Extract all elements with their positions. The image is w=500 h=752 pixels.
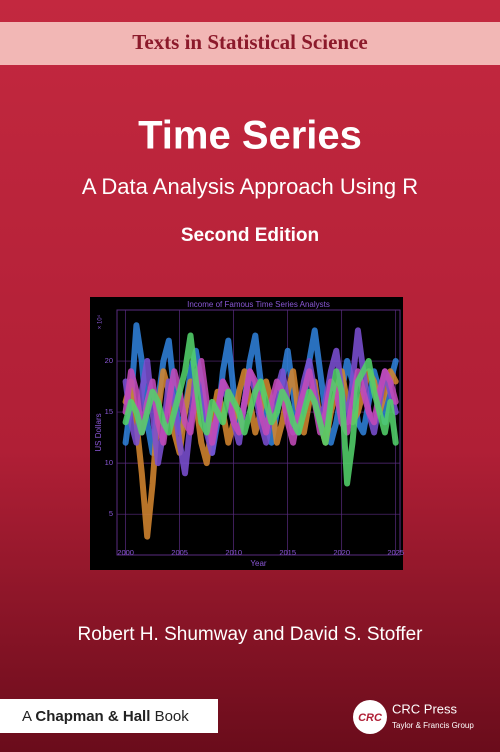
chart: Income of Famous Time Series Analysts Yea… bbox=[94, 300, 404, 568]
y-tick-label: 5 bbox=[109, 509, 113, 518]
series-line bbox=[122, 358, 399, 446]
imprint: A Chapman & Hall Book bbox=[22, 708, 189, 725]
publisher-logo-text: CRC bbox=[358, 712, 383, 724]
chart-title: Income of Famous Time Series Analysts bbox=[187, 300, 330, 309]
series-band bbox=[0, 22, 500, 65]
edition: Second Edition bbox=[181, 225, 319, 246]
imprint-box bbox=[0, 699, 218, 733]
title: Time Series bbox=[138, 114, 362, 158]
publisher-group: Taylor & Francis Group bbox=[392, 721, 474, 730]
publisher-logo bbox=[353, 700, 387, 734]
subtitle: A Data Analysis Approach Using R bbox=[82, 174, 418, 199]
y-multiplier: × 10⁴ bbox=[97, 314, 104, 329]
imprint-name: Chapman & Hall bbox=[35, 708, 150, 725]
y-tick-label: 10 bbox=[105, 458, 113, 467]
x-tick-label: 2010 bbox=[225, 548, 242, 557]
x-tick-label: 2015 bbox=[279, 548, 296, 557]
plot-frame bbox=[116, 309, 401, 556]
x-tick-label: 2025 bbox=[387, 548, 404, 557]
x-axis-label: Year bbox=[250, 559, 267, 568]
series-label: Texts in Statistical Science bbox=[132, 30, 367, 54]
x-tick-label: 2020 bbox=[333, 548, 350, 557]
x-tick-label: 2000 bbox=[117, 548, 134, 557]
x-tick-label: 2005 bbox=[171, 548, 188, 557]
imprint-prefix: A bbox=[22, 708, 32, 725]
y-axis-label: US Dollars bbox=[94, 413, 103, 451]
y-tick-label: 20 bbox=[105, 356, 113, 365]
publisher-name: CRC Press bbox=[392, 701, 458, 716]
authors: Robert H. Shumway and David S. Stoffer bbox=[78, 624, 424, 645]
y-tick-label: 15 bbox=[105, 407, 113, 416]
imprint-suffix: Book bbox=[155, 708, 190, 725]
series-line bbox=[122, 332, 399, 487]
